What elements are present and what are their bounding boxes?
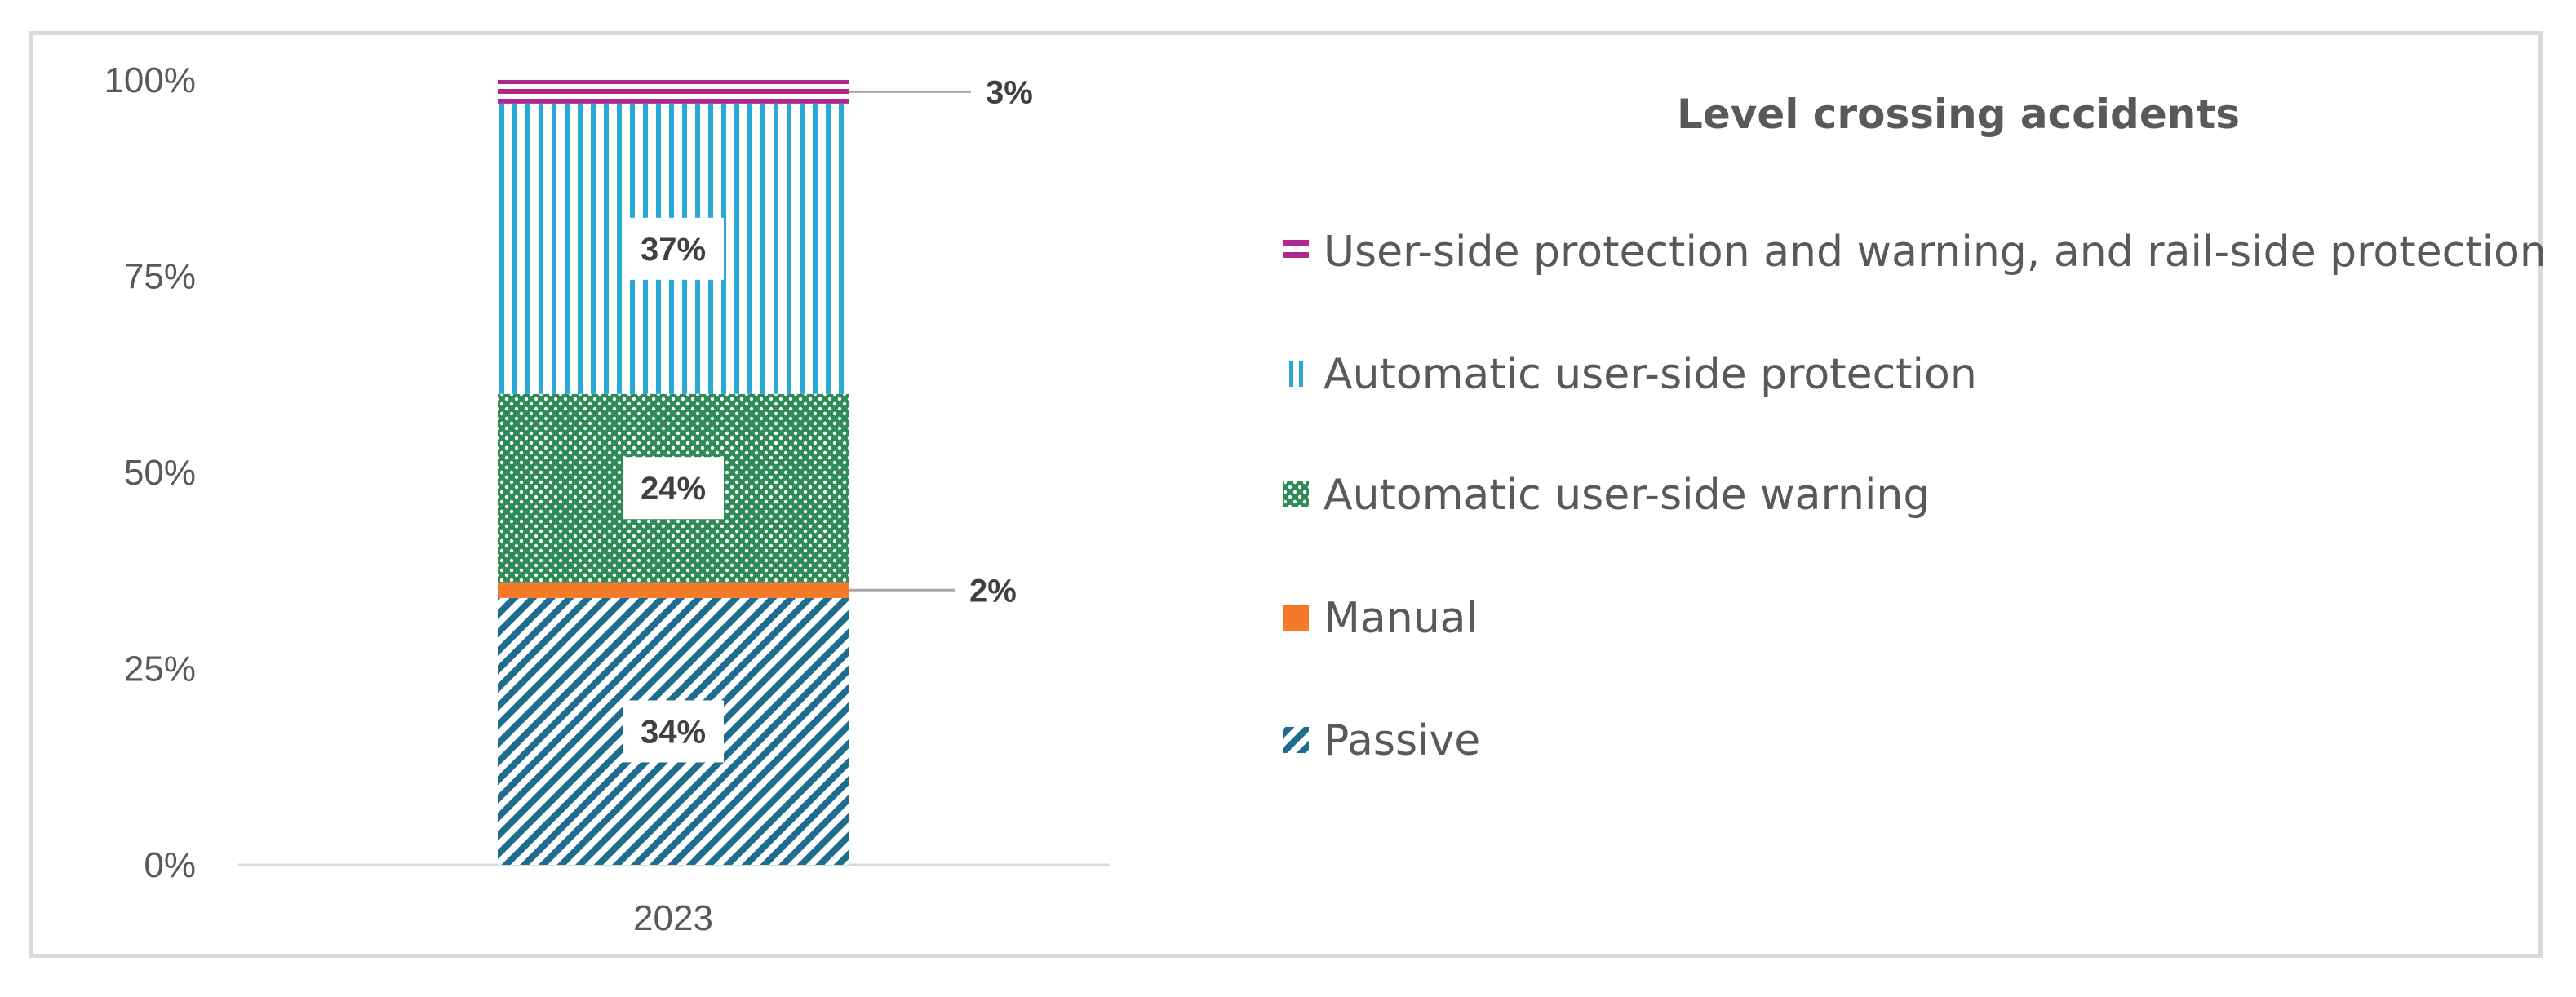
legend-title: Level crossing accidents xyxy=(1677,91,2240,138)
dotted-square-icon xyxy=(1283,481,1309,507)
solid-square-icon xyxy=(1283,605,1309,631)
data-label: 34% xyxy=(641,714,706,750)
x-tick-label: 2023 xyxy=(633,898,713,938)
data-label: 37% xyxy=(641,232,706,268)
horizontal-lines-icon xyxy=(1283,252,1309,258)
y-tick-label: 100% xyxy=(104,60,196,100)
data-label: 3% xyxy=(986,74,1033,110)
legend-label: Passive xyxy=(1323,716,1480,765)
legend-label: User-side protection and warning, and ra… xyxy=(1323,228,2547,277)
vertical-lines-icon xyxy=(1299,361,1303,387)
y-tick-label: 75% xyxy=(124,257,196,297)
horizontal-lines-icon xyxy=(1283,240,1309,246)
y-tick-label: 0% xyxy=(144,845,196,885)
data-label: 2% xyxy=(969,573,1017,609)
y-tick-label: 50% xyxy=(124,453,196,493)
bar-segment xyxy=(498,582,849,598)
y-tick-label: 25% xyxy=(124,649,196,689)
bar-segment xyxy=(498,80,849,104)
data-label-box xyxy=(623,217,724,280)
data-label: 24% xyxy=(641,471,706,507)
hatch-icon xyxy=(1283,727,1309,753)
legend-label: Automatic user-side protection xyxy=(1323,350,1977,399)
vertical-lines-icon xyxy=(1289,361,1293,387)
legend-label: Manual xyxy=(1323,594,1478,643)
data-label-box xyxy=(623,700,724,763)
legend-label: Automatic user-side warning xyxy=(1323,471,1930,520)
data-label-box xyxy=(623,457,724,520)
